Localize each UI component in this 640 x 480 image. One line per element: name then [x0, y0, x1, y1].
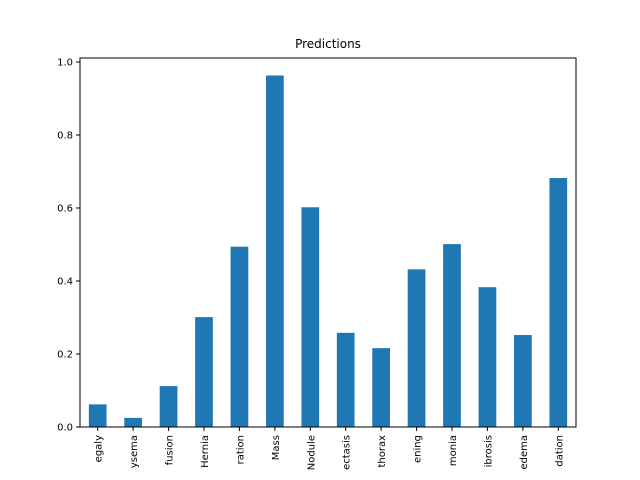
x-tick-label-9: ening: [413, 435, 424, 463]
x-tick-label-5: Mass: [271, 435, 282, 460]
x-tick-label-0: egaly: [94, 435, 105, 462]
bar-9: [407, 269, 426, 427]
x-tick-label-10: monia: [448, 435, 459, 466]
bar-4: [230, 246, 249, 427]
y-tick-label-0: 0.0: [57, 423, 73, 434]
x-tick-label-13: dation: [554, 435, 565, 467]
y-tick-label-3: 0.6: [57, 204, 73, 215]
bar-5: [266, 75, 284, 427]
x-axis: egaly ysema fusion Hernia ration Mass Nodule ec…: [94, 427, 565, 470]
bar-1: [124, 417, 142, 428]
x-tick-label-6: Nodule: [306, 435, 317, 470]
chart-title: Predictions: [295, 37, 361, 51]
x-tick-label-8: thorax: [377, 435, 388, 468]
bar-0: [88, 404, 107, 427]
bar-10: [443, 244, 461, 427]
y-tick-label-5: 1.0: [57, 58, 73, 69]
bar-6: [301, 207, 320, 427]
bar-group: [88, 75, 568, 428]
bar-8: [372, 348, 390, 427]
bar-2: [159, 386, 178, 427]
bar-12: [514, 335, 532, 427]
x-tick-label-1: ysema: [129, 435, 140, 468]
x-tick-label-3: Hernia: [200, 435, 211, 468]
bar-7: [336, 332, 355, 427]
x-tick-label-12: edema: [519, 435, 530, 470]
y-tick-label-1: 0.2: [57, 350, 73, 361]
x-tick-label-4: ration: [235, 435, 246, 464]
bar-11: [478, 287, 497, 427]
y-tick-label-2: 0.4: [57, 277, 73, 288]
x-tick-label-7: ectasis: [342, 435, 353, 470]
x-tick-label-2: fusion: [165, 435, 176, 465]
bar-13: [549, 178, 568, 427]
y-axis: 0.0 0.2 0.4 0.6 0.8 1.0: [57, 58, 80, 434]
x-tick-label-11: ibrosis: [483, 435, 494, 467]
plot-frame: [79, 57, 577, 428]
y-tick-label-4: 0.8: [57, 131, 73, 142]
bar-3: [195, 317, 213, 427]
